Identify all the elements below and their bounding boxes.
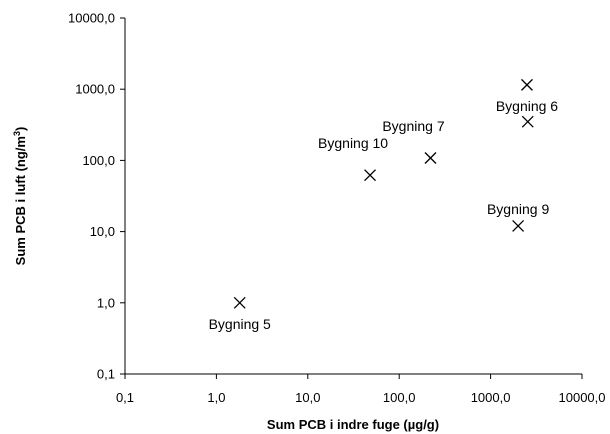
data-point-label: Bygning 9 bbox=[487, 201, 549, 217]
data-point-marker bbox=[424, 152, 437, 164]
y-axis-title-end: ) bbox=[13, 127, 28, 131]
marker-stroke bbox=[424, 152, 437, 164]
y-axis-title-superscript: 3 bbox=[12, 131, 22, 136]
y-tick-label: 0,1 bbox=[97, 367, 115, 382]
data-point-label: Bygning 10 bbox=[318, 135, 388, 151]
data-point-marker bbox=[364, 169, 377, 182]
x-tick-label: 10,0 bbox=[295, 390, 320, 405]
marker-stroke bbox=[233, 296, 246, 309]
marker-stroke bbox=[521, 78, 533, 91]
x-axis: 0,1 1,0 10,0 100,0 1000,0 10000,0 bbox=[116, 373, 606, 405]
y-tick-label: 1000,0 bbox=[75, 82, 115, 97]
data-point-label: Bygning 7 bbox=[382, 118, 444, 134]
data-point-marker bbox=[233, 296, 246, 309]
marker-stroke bbox=[521, 115, 534, 128]
x-tick-label: 1,0 bbox=[207, 390, 225, 405]
marker-stroke bbox=[364, 169, 377, 182]
y-tick-label: 1,0 bbox=[97, 295, 115, 310]
y-tick-label: 100,0 bbox=[82, 153, 115, 168]
data-points bbox=[233, 78, 534, 309]
data-point-marker bbox=[512, 220, 525, 232]
marker-stroke bbox=[512, 220, 525, 232]
data-point-marker bbox=[521, 115, 534, 128]
y-tick-label: 10,0 bbox=[90, 224, 115, 239]
x-tick-label: 1000,0 bbox=[471, 390, 511, 405]
x-axis-title: Sum PCB i indre fuge (µg/g) bbox=[267, 417, 439, 432]
x-tick-label: 10000,0 bbox=[559, 390, 606, 405]
y-axis-title-main: Sum PCB i luft (ng/m bbox=[13, 136, 28, 265]
x-tick-label: 0,1 bbox=[116, 390, 134, 405]
data-point-marker bbox=[521, 78, 533, 91]
x-tick-label: 100,0 bbox=[383, 390, 416, 405]
y-axis: 0,1 1,0 10,0 100,0 1000,0 10000,0 bbox=[68, 11, 126, 382]
data-point-label: Bygning 6 bbox=[496, 98, 558, 114]
y-axis-title: Sum PCB i luft (ng/m3) bbox=[12, 127, 28, 266]
y-tick-label: 10000,0 bbox=[68, 11, 115, 26]
data-point-label: Bygning 5 bbox=[209, 316, 271, 332]
